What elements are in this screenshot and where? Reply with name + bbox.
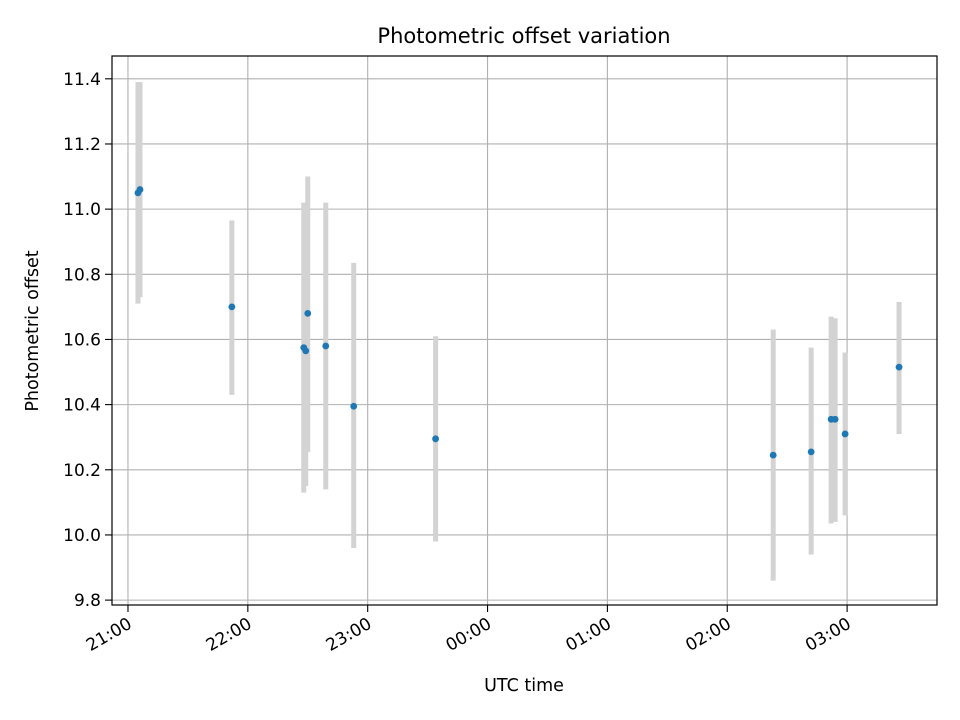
y-tick-label: 11.4 — [63, 70, 101, 90]
plot-frame — [111, 55, 938, 606]
x-tick-label: 21:00 — [83, 614, 135, 656]
x-tick-label: 03:00 — [802, 614, 854, 656]
y-tick-label: 11.2 — [63, 135, 101, 155]
y-tick-label: 10.2 — [63, 461, 101, 481]
x-tick-label: 22:00 — [203, 614, 255, 656]
x-tick-label: 01:00 — [562, 614, 614, 656]
data-point — [807, 448, 815, 456]
y-tick-label: 10.8 — [63, 265, 101, 285]
x-axis-ticks: 21:00 22:00 23:00 00:00 01:00 02:00 03:00 — [83, 605, 855, 656]
y-axis-label: Photometric offset — [23, 250, 43, 411]
grid — [112, 56, 937, 605]
data-point — [304, 309, 312, 317]
errorbars — [135, 82, 902, 581]
data-point — [322, 342, 330, 350]
data-point — [350, 402, 358, 410]
data-point — [302, 347, 310, 355]
x-tick-label: 00:00 — [443, 614, 495, 656]
data-points — [134, 186, 903, 459]
data-point — [841, 430, 849, 438]
data-point — [136, 186, 144, 193]
x-axis-label: UTC time — [484, 676, 564, 696]
data-point — [769, 451, 777, 459]
y-tick-label: 9.8 — [74, 591, 101, 611]
data-point — [228, 303, 236, 311]
y-axis-ticks: 9.8 10.0 10.2 10.4 10.6 10.8 11.0 11.2 11.4 — [63, 70, 112, 611]
y-tick-label: 10.0 — [63, 526, 101, 546]
y-tick-label: 11.0 — [63, 200, 101, 220]
x-tick-label: 23:00 — [323, 614, 375, 656]
data-point — [831, 415, 839, 423]
data-point — [895, 363, 903, 371]
data-point — [432, 435, 440, 443]
x-tick-label: 02:00 — [682, 614, 734, 656]
y-tick-label: 10.6 — [63, 330, 101, 350]
chart-title: Photometric offset variation — [377, 24, 670, 48]
y-tick-label: 10.4 — [63, 396, 101, 416]
